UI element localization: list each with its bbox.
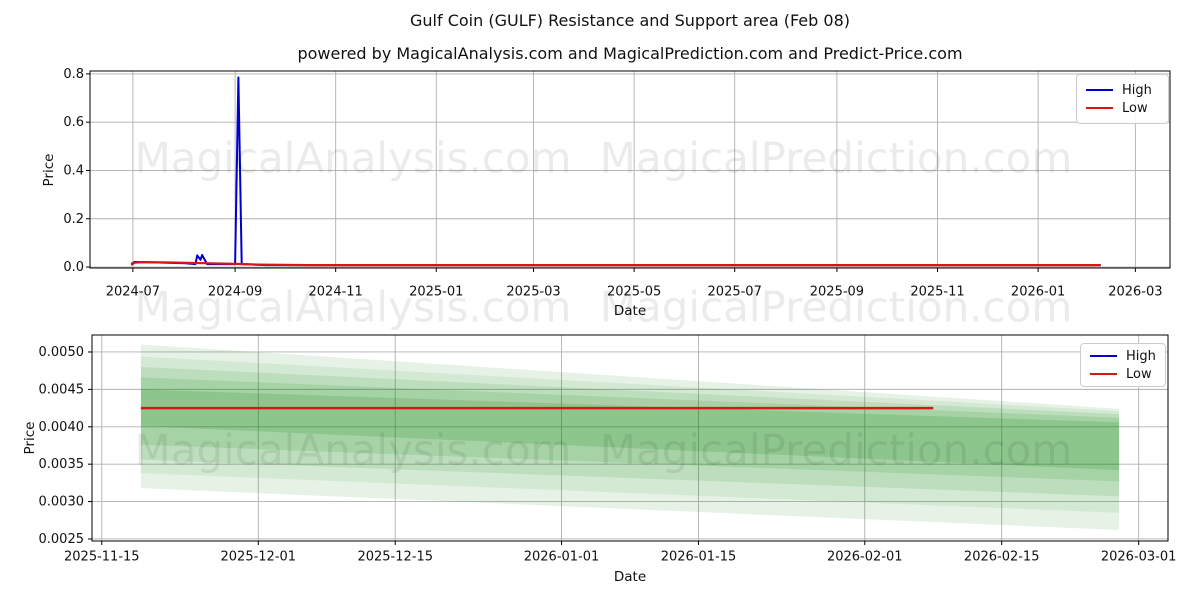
high-line-swatch <box>1090 354 1117 358</box>
x-tick-label: 2025-12-01 <box>221 550 297 565</box>
high-line-swatch <box>1086 88 1113 92</box>
x-tick-label: 2025-11 <box>910 285 964 300</box>
x-tick-label: 2026-02-01 <box>827 550 903 565</box>
y-tick-label: 0.8 <box>63 67 84 82</box>
y-tick-label: 0.4 <box>63 163 84 178</box>
legend-item-high: High <box>1086 84 1159 97</box>
y-tick-label: 0.6 <box>63 115 84 130</box>
x-tick-label: 2024-11 <box>309 285 363 300</box>
x-tick-label: 2026-01-01 <box>524 550 600 565</box>
x-tick-label: 2024-09 <box>208 285 262 300</box>
bottom-chart-legend: High Low <box>1080 343 1166 387</box>
prediction-band <box>140 377 1120 482</box>
y-tick-label: 0.0050 <box>39 345 85 360</box>
y-tick-label: 0.0040 <box>39 420 85 435</box>
legend-label-low: Low <box>1122 100 1148 116</box>
y-tick-label: 0.0025 <box>39 532 85 547</box>
bottom-chart-y-axis-label: Price <box>22 421 38 455</box>
top-chart-y-axis-label: Price <box>41 153 57 187</box>
x-tick-label: 2026-03 <box>1108 285 1162 300</box>
legend-item-low: Low <box>1090 368 1156 381</box>
x-tick-label: 2025-03 <box>506 285 560 300</box>
high-series-line <box>130 76 1101 267</box>
legend-label-high: High <box>1122 82 1152 98</box>
x-tick-label: 2024-07 <box>106 285 160 300</box>
figure-subtitle: powered by MagicalAnalysis.com and Magic… <box>297 44 963 63</box>
y-tick-label: 0.0030 <box>39 495 85 510</box>
x-tick-label: 2026-03-01 <box>1101 550 1177 565</box>
axes-spine <box>91 334 1169 542</box>
prediction-band <box>140 366 1120 497</box>
axes-spine <box>89 70 1171 269</box>
y-tick-label: 0.2 <box>63 212 84 227</box>
y-tick-label: 0.0045 <box>39 382 85 397</box>
bottom-chart-x-axis-label: Date <box>613 569 647 585</box>
prediction-band <box>140 356 1120 513</box>
prediction-band <box>140 344 1120 531</box>
x-tick-label: 2026-01-15 <box>661 550 737 565</box>
x-tick-label: 2025-12-15 <box>357 550 433 565</box>
x-tick-label: 2025-11-15 <box>64 550 140 565</box>
prediction-band <box>140 389 1120 471</box>
low-line-swatch <box>1090 372 1117 376</box>
x-tick-label: 2025-09 <box>810 285 864 300</box>
top-chart-x-axis-label: Date <box>613 303 647 319</box>
low-series-line <box>130 261 1101 267</box>
low-line-swatch <box>1086 106 1113 110</box>
legend-item-low: Low <box>1086 102 1159 115</box>
x-tick-label: 2026-02-15 <box>964 550 1040 565</box>
legend-label-high: High <box>1126 348 1156 364</box>
legend-label-low: Low <box>1126 366 1152 382</box>
x-tick-label: 2025-01 <box>409 285 463 300</box>
x-tick-label: 2025-05 <box>607 285 661 300</box>
x-tick-label: 2025-07 <box>708 285 762 300</box>
y-tick-label: 0.0035 <box>39 457 85 472</box>
figure-title: Gulf Coin (GULF) Resistance and Support … <box>410 11 850 30</box>
y-tick-label: 0.0 <box>63 260 84 275</box>
top-chart-legend: High Low <box>1076 74 1169 124</box>
x-tick-label: 2026-01 <box>1011 285 1065 300</box>
legend-item-high: High <box>1090 350 1156 363</box>
